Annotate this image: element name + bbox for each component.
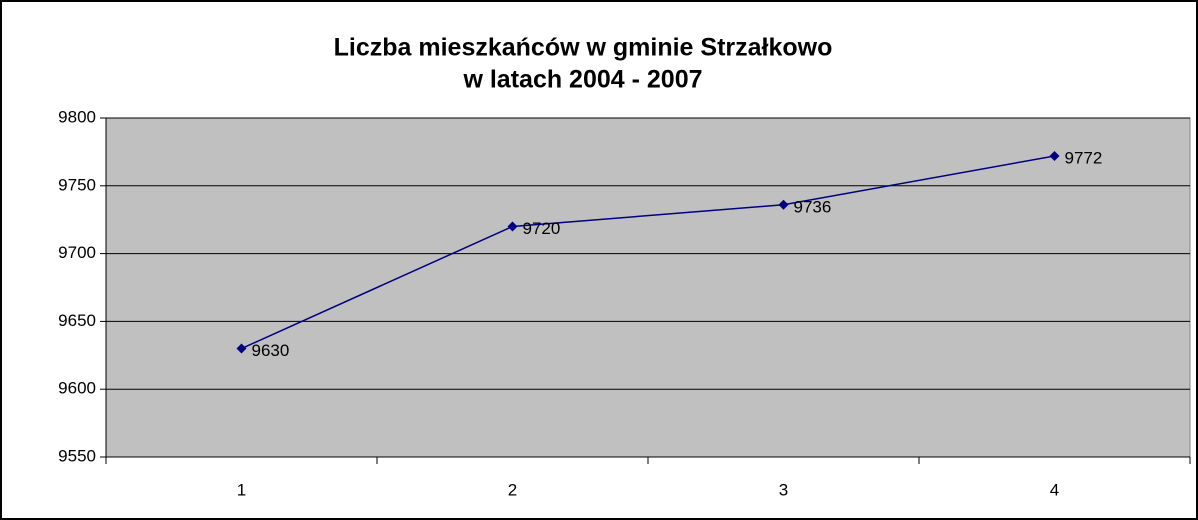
series-line [241, 155, 1055, 350]
y-tick-label: 9750 [58, 175, 96, 194]
chart-title: w latach 2004 - 2007 [462, 66, 702, 94]
x-tick-label: 1 [237, 480, 246, 499]
data-point [236, 343, 247, 354]
y-tick-label: 9700 [58, 243, 96, 262]
plot-area [105, 117, 1191, 458]
data-label: 9630 [252, 341, 290, 360]
data-point [1049, 150, 1060, 161]
chart-title: Liczba mieszkańców w gminie Strzałkowo [334, 34, 833, 62]
x-tick-label: 2 [508, 480, 517, 499]
y-tick-label: 9550 [58, 446, 96, 465]
x-tick-label: 4 [1050, 480, 1059, 499]
y-tick-label: 9650 [58, 311, 96, 330]
data-label: 9736 [794, 197, 832, 216]
data-label: 9720 [523, 219, 561, 238]
y-tick-label: 9800 [58, 107, 96, 126]
data-label: 9772 [1065, 148, 1103, 167]
data-point [778, 199, 789, 210]
data-point [507, 221, 518, 232]
x-tick-label: 3 [779, 480, 788, 499]
y-tick-label: 9600 [58, 379, 96, 398]
